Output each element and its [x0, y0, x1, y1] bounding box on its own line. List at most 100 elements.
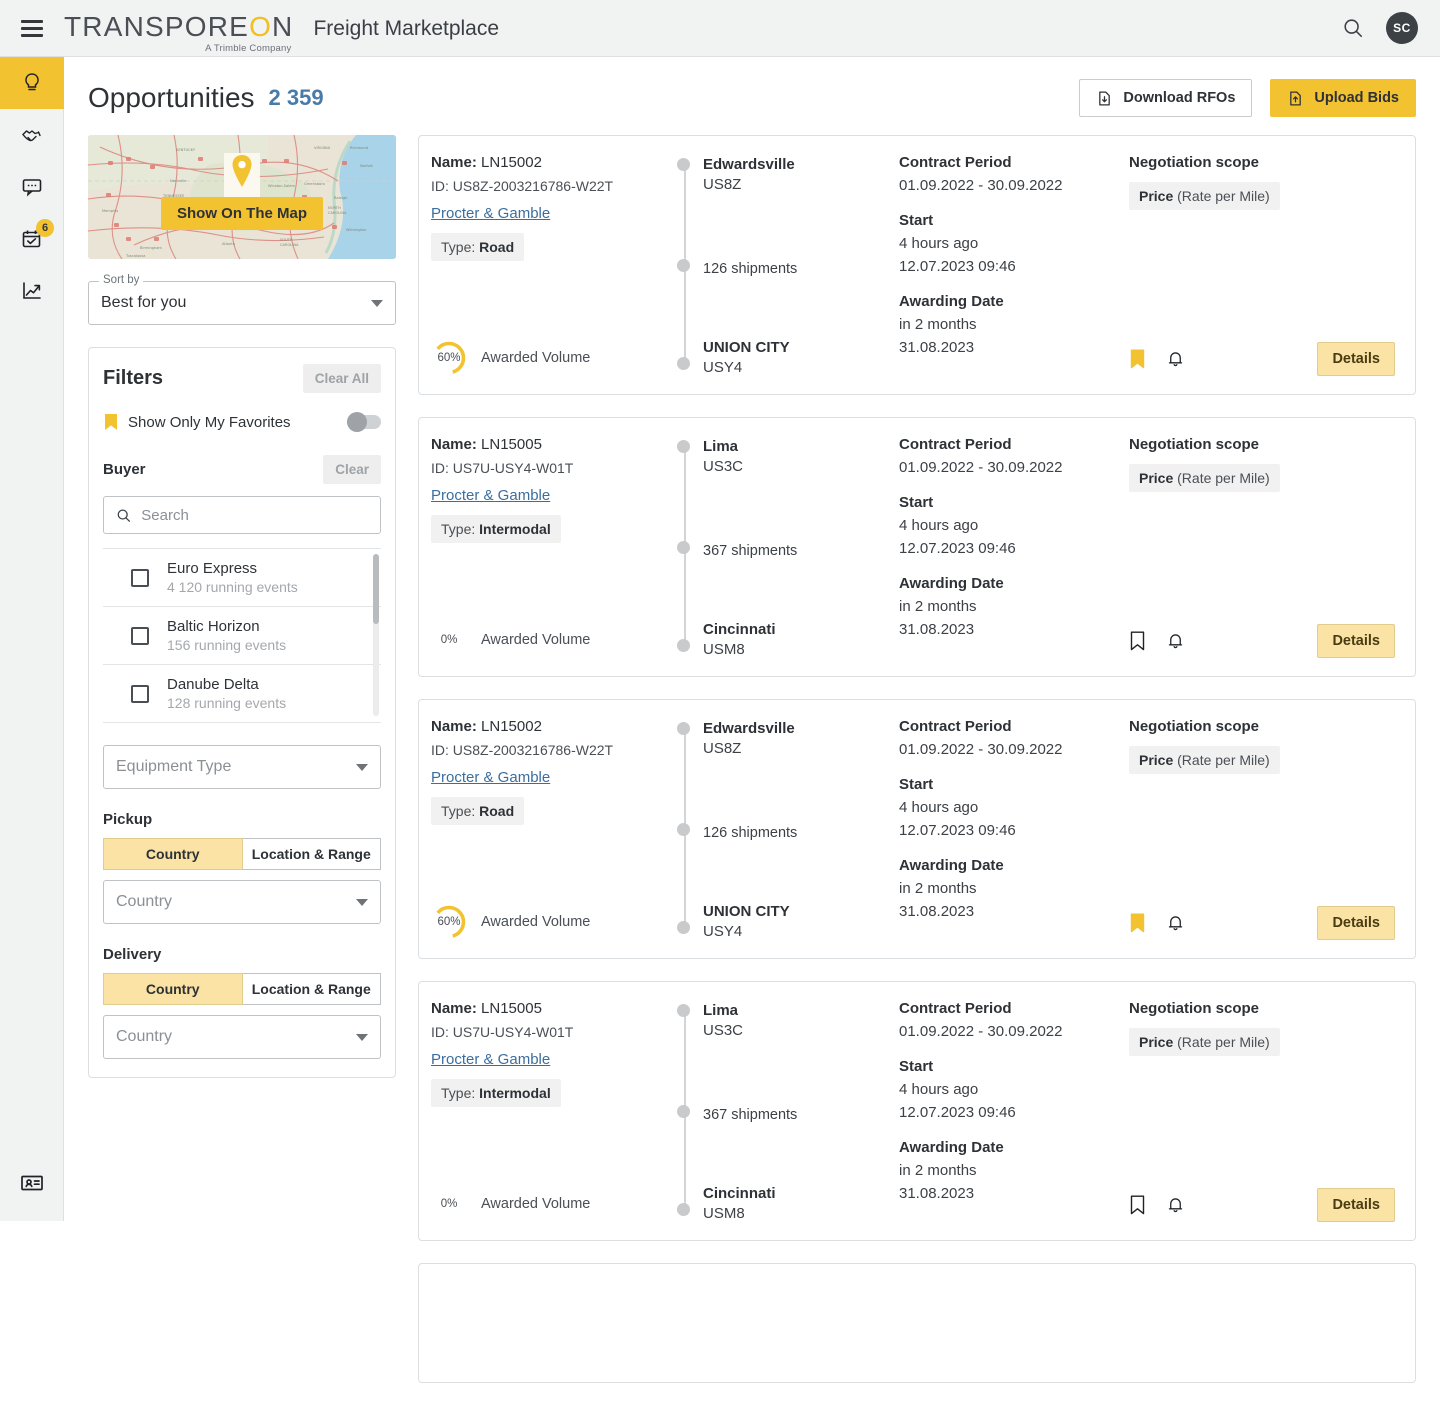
bookmark-icon[interactable]	[1129, 913, 1146, 933]
bell-icon[interactable]	[1166, 1195, 1185, 1215]
file-upload-icon	[1290, 90, 1302, 106]
sidebar-item-profile[interactable]	[0, 1157, 64, 1209]
opportunity-card[interactable]: Name: LN15005 ID: US7U-USY4-W01T Procter…	[418, 417, 1416, 677]
card-dates: Contract Period 01.09.2022 - 30.09.2022 …	[899, 1000, 1129, 1222]
route-shipments: 126 shipments	[677, 823, 899, 841]
sidebar-item-opportunities[interactable]	[0, 57, 64, 109]
card-id-value: US8Z-2003216786-W22T	[452, 742, 614, 758]
buyer-search-input[interactable]	[141, 506, 368, 524]
avatar[interactable]: SC	[1386, 12, 1418, 44]
svg-text:Memphis: Memphis	[102, 209, 118, 213]
opportunity-card[interactable]	[418, 1263, 1416, 1383]
equipment-type-select[interactable]: Equipment Type	[103, 745, 381, 789]
buyer-link[interactable]: Procter & Gamble	[431, 1051, 551, 1068]
card-name-row: Name: LN15005	[431, 436, 669, 453]
card-actions: Details	[1129, 322, 1395, 376]
logo-tail: N	[272, 11, 294, 42]
awarded-volume-donut: 60%	[431, 904, 467, 940]
map-preview[interactable]: Memphis Birmingham Nashville TENNESSEE A…	[88, 135, 396, 259]
svg-text:Atlanta: Atlanta	[222, 242, 235, 246]
delivery-country-tab[interactable]: Country	[103, 973, 243, 1005]
awarding-absolute: 31.08.2023	[899, 621, 975, 638]
route-dot-icon	[677, 541, 690, 554]
id-label: ID:	[431, 460, 449, 476]
svg-text:Richmond: Richmond	[350, 146, 368, 150]
negotiation-scope-title: Negotiation scope	[1129, 1000, 1260, 1017]
awarding-date-title: Awarding Date	[899, 1139, 1004, 1156]
tasks-badge: 6	[36, 219, 54, 237]
details-button[interactable]: Details	[1317, 624, 1395, 658]
list-item[interactable]: Danube Delta 128 running events	[103, 664, 381, 723]
bell-icon[interactable]	[1166, 631, 1185, 651]
awarded-volume-percent: 60%	[437, 352, 461, 364]
type-label: Type:	[441, 1085, 476, 1101]
opportunity-card[interactable]: Name: LN15005 ID: US7U-USY4-W01T Procter…	[418, 981, 1416, 1241]
awarding-date-title: Awarding Date	[899, 857, 1004, 874]
buyer-checkbox[interactable]	[131, 684, 149, 703]
favorites-toggle[interactable]	[347, 412, 381, 432]
sidebar-item-analytics[interactable]	[0, 265, 64, 317]
sidebar-item-deals[interactable]	[0, 109, 64, 161]
chevron-down-icon	[356, 898, 368, 906]
bookmark-icon[interactable]	[1129, 1195, 1146, 1215]
bell-icon[interactable]	[1166, 913, 1185, 933]
search-icon[interactable]	[1338, 13, 1368, 43]
awarding-absolute: 31.08.2023	[899, 903, 975, 920]
pickup-country-select[interactable]: Country	[103, 880, 381, 924]
route-timeline: Lima US3C 367 shipments Cincinnati USM8	[677, 436, 899, 658]
svg-text:TENNESSEE: TENNESSEE	[162, 194, 185, 198]
details-button[interactable]: Details	[1317, 342, 1395, 376]
pickup-location-range-tab[interactable]: Location & Range	[242, 838, 381, 870]
details-button[interactable]: Details	[1317, 906, 1395, 940]
hamburger-menu-icon[interactable]	[0, 19, 64, 37]
sort-by-select[interactable]: Sort by Best for you	[88, 274, 396, 325]
buyer-link[interactable]: Procter & Gamble	[431, 205, 551, 222]
filters-header: Filters Clear All	[103, 364, 381, 393]
svg-text:Tuscaloosa: Tuscaloosa	[125, 254, 145, 258]
list-item[interactable]: Euro Express 4 120 running events	[103, 548, 381, 606]
bell-icon[interactable]	[1166, 349, 1185, 369]
start-title: Start	[899, 1058, 934, 1075]
route-dot-icon	[677, 440, 690, 453]
awarding-block: Awarding Date in 2 months 31.08.2023	[899, 857, 1129, 920]
download-rfos-button[interactable]: Download RFOs	[1079, 79, 1253, 117]
app-name: Freight Marketplace	[313, 17, 500, 40]
handshake-icon	[22, 130, 41, 142]
pickup-country-tab[interactable]: Country	[103, 838, 243, 870]
buyer-clear-button[interactable]: Clear	[323, 455, 381, 484]
svg-text:Winston-Salem: Winston-Salem	[268, 184, 295, 188]
buyer-list[interactable]: Euro Express 4 120 running events Baltic…	[103, 548, 381, 723]
opportunity-card[interactable]: Name: LN15002 ID: US8Z-2003216786-W22T P…	[418, 135, 1416, 395]
buyer-checkbox[interactable]	[131, 626, 149, 645]
show-on-map-button[interactable]: Show On The Map	[161, 197, 323, 230]
svg-text:Wilmington: Wilmington	[346, 228, 366, 232]
buyer-link[interactable]: Procter & Gamble	[431, 487, 551, 504]
bookmark-icon[interactable]	[1129, 349, 1146, 369]
delivery-country-select[interactable]: Country	[103, 1015, 381, 1059]
start-absolute: 12.07.2023 09:46	[899, 822, 1016, 839]
svg-text:CAROLINA: CAROLINA	[328, 211, 347, 215]
sidebar-item-tasks[interactable]: 6	[0, 213, 64, 265]
route-dot-icon	[677, 1004, 690, 1017]
buyer-link[interactable]: Procter & Gamble	[431, 769, 551, 786]
details-button[interactable]: Details	[1317, 1188, 1395, 1222]
download-rfos-label: Download RFOs	[1123, 90, 1236, 106]
delivery-country-placeholder: Country	[116, 1028, 173, 1045]
upload-bids-button[interactable]: Upload Bids	[1270, 79, 1416, 117]
bookmark-icon[interactable]	[1129, 631, 1146, 651]
buyer-checkbox[interactable]	[131, 568, 149, 587]
list-item[interactable]: Baltic Horizon 156 running events	[103, 606, 381, 664]
opportunity-card[interactable]: Name: LN15002 ID: US8Z-2003216786-W22T P…	[418, 699, 1416, 959]
filters-panel: Filters Clear All Show Only My Favorites…	[88, 347, 396, 1078]
sidebar-item-messages[interactable]	[0, 161, 64, 213]
card-identity: Name: LN15005 ID: US7U-USY4-W01T Procter…	[419, 436, 669, 658]
clear-all-button[interactable]: Clear All	[302, 364, 381, 393]
type-value: Road	[479, 239, 515, 255]
route-dot-icon	[677, 158, 690, 171]
delivery-location-range-tab[interactable]: Location & Range	[242, 973, 381, 1005]
buyer-list-scrollbar[interactable]	[373, 554, 379, 624]
buyer-search-box[interactable]	[103, 496, 381, 534]
buyer-name: Baltic Horizon	[167, 618, 260, 635]
page-title: Opportunities	[88, 82, 255, 113]
scope-rest: (Rate per Mile)	[1177, 1034, 1270, 1050]
